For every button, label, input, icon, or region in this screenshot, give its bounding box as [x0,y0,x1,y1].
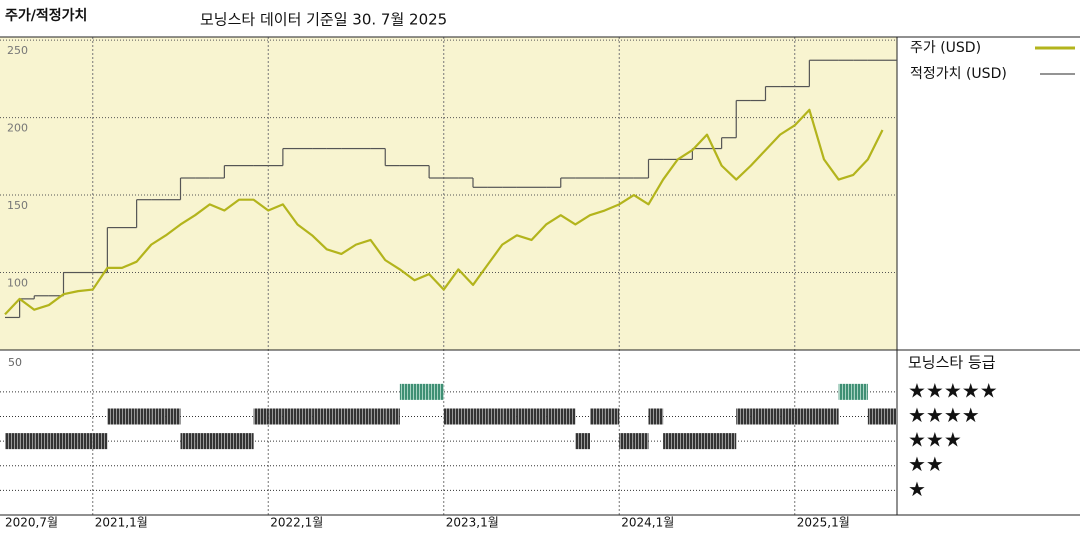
rating-band [780,408,795,425]
rating-band [165,408,181,425]
rating-band [721,433,737,450]
rating-band [882,408,897,425]
legend-label: 적정가치 (USD) [910,66,1007,82]
rating-band [838,383,854,400]
rating-band [326,408,342,425]
rating-band [516,408,532,425]
x-tick-label: 2021,1월 [95,516,148,530]
rating-row-label: ★★★ [908,428,962,452]
rating-band [312,408,327,425]
rating-band [546,408,561,425]
rating-band [107,408,122,425]
rating-band [48,433,64,450]
rating-band [677,433,693,450]
rating-title: 모닝스타 등급 [908,354,996,372]
rating-band [356,408,371,425]
rating-band [297,408,313,425]
rating-band [794,408,810,425]
rating-band [750,408,766,425]
x-tick-label: 2022,1월 [270,516,323,530]
rating-row-label: ★★★★★ [908,378,998,402]
rating-band [253,408,269,425]
x-tick-label: 2025,1월 [797,516,850,530]
rating-row-label: ★★ [908,452,944,476]
rating-row-label: ★★★★ [908,403,980,427]
y-tick-label: 150 [7,199,28,212]
chart-title: 주가/적정가치 [5,7,87,24]
rating-band [63,433,79,450]
rating-band [590,408,605,425]
rating-band [692,433,707,450]
plot-background [0,37,897,350]
rating-band [648,408,664,425]
rating-band [604,408,620,425]
rating-band [282,408,298,425]
rating-band [575,433,590,450]
corner-label: 50 [8,356,22,369]
rating-band [531,408,547,425]
rating-band [736,408,751,425]
x-tick-label: 2023,1월 [446,516,499,530]
rating-band [78,433,93,450]
rating-band [765,408,781,425]
rating-band [34,433,49,450]
rating-band [341,408,356,425]
rating-band [224,433,239,450]
y-tick-label: 100 [7,277,28,290]
rating-band [443,408,459,425]
legend-label: 주가 (USD) [910,40,981,56]
y-tick-label: 250 [7,44,28,57]
rating-band [809,408,824,425]
rating-band [180,433,196,450]
rating-band [239,433,254,450]
rating-band [385,408,400,425]
rating-band [209,433,225,450]
rating-band [487,408,503,425]
chart-subtitle: 모닝스타 데이터 기준일 30. 7월 2025 [200,11,447,29]
rating-row-label: ★ [908,477,926,501]
rating-band [429,383,444,400]
price-line [4,108,884,316]
rating-band [853,383,868,400]
rating-band [268,408,283,425]
rating-band [370,408,386,425]
x-tick-label: 2020,7월 [5,516,58,530]
rating-band [502,408,517,425]
rating-band [414,383,430,400]
rating-band [663,433,678,450]
rating-band [707,433,722,450]
rating-band [92,433,108,450]
y-tick-label: 200 [7,122,28,135]
rating-band [867,408,883,425]
rating-band [824,408,839,425]
rating-band [5,433,20,450]
x-tick-label: 2024,1월 [621,516,674,530]
rating-band [195,433,210,450]
rating-band [399,383,415,400]
rating-band [633,433,649,450]
frame [0,36,1080,516]
rating-band [473,408,488,425]
rating-band [619,433,634,450]
rating-band [560,408,576,425]
rating-band [458,408,473,425]
rating-band [19,433,35,450]
rating-band [136,408,152,425]
rating-band [151,408,166,425]
rating-band [122,408,137,425]
